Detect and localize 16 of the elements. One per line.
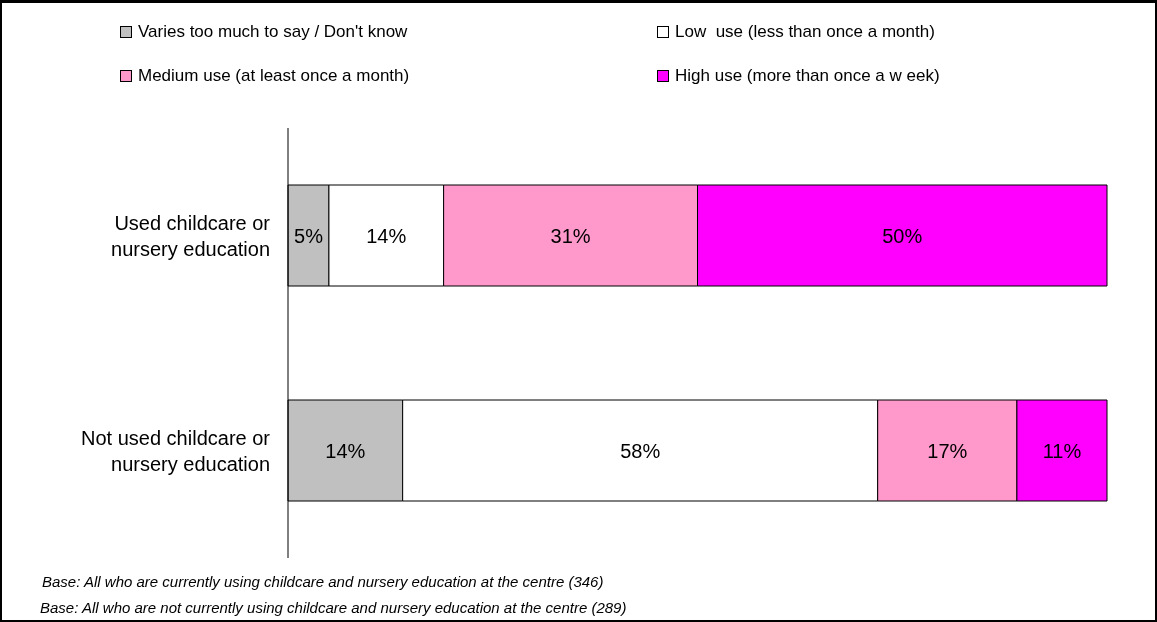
- data-label: 14%: [325, 439, 366, 462]
- y-tick-label: Used childcare or nursery education: [111, 211, 271, 260]
- data-label: 5%: [294, 224, 324, 247]
- legend-label: Medium use (at least once a month): [138, 66, 410, 86]
- data-label: 31%: [550, 224, 591, 247]
- text: Base: All who are currently using childcare and nursery education at the centre (346): [42, 572, 605, 592]
- legend-label: Low use (less than once a month): [675, 22, 935, 42]
- data-label: 17%: [927, 439, 968, 462]
- y-tick-label: Not used childcare or nursery education: [81, 426, 271, 475]
- data-label: 58%: [620, 439, 661, 462]
- text: Base: All who are not currently using childcare and nursery education at the centre (289): [40, 598, 627, 618]
- legend-label: Varies too much to say / Don't know: [138, 22, 408, 42]
- data-label: 50%: [882, 224, 923, 247]
- legend-label: High use (more than once a w eek): [675, 66, 940, 86]
- data-label: 11%: [1042, 439, 1082, 462]
- data-label: 14%: [366, 224, 407, 247]
